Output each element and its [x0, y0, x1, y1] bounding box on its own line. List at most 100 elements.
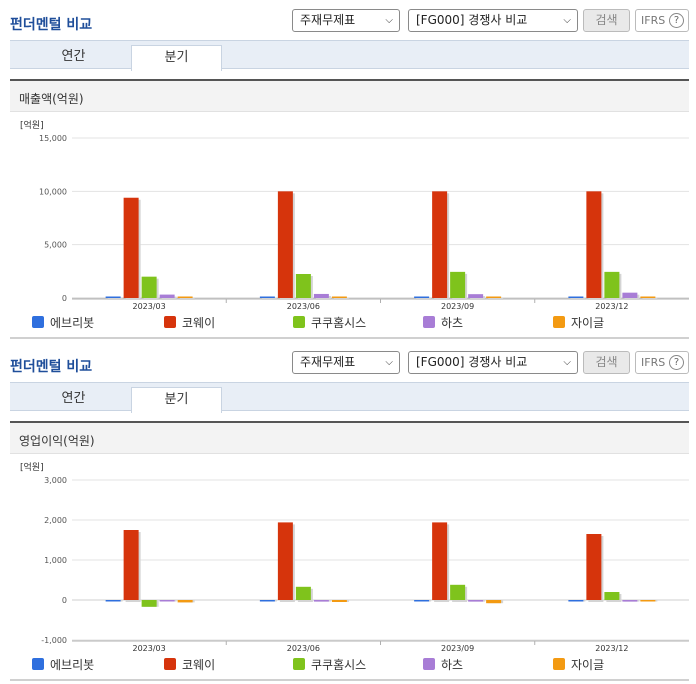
tab-quarterly[interactable]: 분기 — [131, 45, 222, 71]
ifrs-help-button[interactable]: IFRS ? — [635, 9, 689, 32]
tab-quarterly[interactable]: 분기 — [131, 387, 222, 413]
bar-에브리봇[interactable] — [105, 296, 121, 299]
y-tick-label: 0 — [62, 294, 67, 303]
bar-코웨이[interactable] — [586, 534, 602, 600]
page-title: 펀더멘털 비교 — [10, 17, 93, 33]
bar-에브리봇[interactable] — [259, 296, 275, 299]
legend-item[interactable]: 코웨이 — [164, 315, 215, 331]
y-tick-label: -1,000 — [41, 636, 67, 645]
bar-하츠[interactable] — [159, 600, 175, 602]
bar-에브리봇[interactable] — [259, 600, 275, 602]
x-tick-label: 2023/03 — [133, 644, 166, 653]
legend-swatch — [164, 316, 176, 328]
bar-자이글[interactable] — [331, 296, 347, 299]
bar-코웨이[interactable] — [277, 522, 293, 600]
chart-panel-header: 영업이익(억원) — [10, 423, 689, 454]
legend-label: 에브리봇 — [50, 316, 95, 330]
chart-panel-header: 매출액(억원) — [10, 81, 689, 112]
bar-자이글[interactable] — [486, 296, 502, 299]
bar-자이글[interactable] — [486, 600, 502, 604]
bar-자이글[interactable] — [640, 600, 656, 602]
bar-자이글[interactable] — [331, 600, 347, 602]
legend-label: 코웨이 — [182, 316, 216, 330]
period-tabs: 연간 분기 — [10, 40, 689, 71]
statement-select[interactable]: 주재무제표 ⌵ — [292, 351, 400, 374]
legend-label: 자이글 — [571, 658, 605, 672]
bar-하츠[interactable] — [468, 600, 484, 602]
bar-하츠[interactable] — [622, 292, 638, 298]
legend-item[interactable]: 자이글 — [553, 315, 604, 331]
legend-item[interactable]: 에브리봇 — [32, 315, 94, 331]
bar-쿠쿠홈시스[interactable] — [450, 271, 466, 298]
compare-select-value: [FG000] 경쟁사 비교 — [416, 13, 528, 27]
bar-쿠쿠홈시스[interactable] — [604, 271, 620, 298]
chart-panel: 영업이익(억원) [억원] 3,000 2,000 1,000 0 -1,000 2023/… — [10, 421, 689, 681]
bar-코웨이[interactable] — [586, 191, 602, 298]
x-tick-label: 2023/09 — [441, 302, 474, 311]
statement-select[interactable]: 주재무제표 ⌵ — [292, 9, 400, 32]
bar-shadow — [107, 298, 123, 300]
legend-swatch — [293, 316, 305, 328]
legend-item[interactable]: 하츠 — [423, 315, 463, 331]
bar-쿠쿠홈시스[interactable] — [450, 584, 466, 600]
legend-item[interactable]: 에브리봇 — [32, 657, 94, 673]
bar-쿠쿠홈시스[interactable] — [141, 600, 157, 607]
legend-item[interactable]: 코웨이 — [164, 657, 215, 673]
bar-코웨이[interactable] — [123, 530, 139, 600]
legend-label: 쿠쿠홈시스 — [311, 316, 367, 330]
legend-swatch — [423, 658, 435, 670]
section-header: 펀더멘털 비교 주재무제표 ⌵ [FG000] 경쟁사 비교 ⌵ 검색 IFRS… — [0, 342, 696, 382]
bar-코웨이[interactable] — [432, 522, 448, 600]
compare-select-value: [FG000] 경쟁사 비교 — [416, 355, 528, 369]
bar-에브리봇[interactable] — [105, 600, 121, 602]
statement-select-value: 주재무제표 — [300, 13, 356, 27]
bar-자이글[interactable] — [640, 296, 656, 299]
bar-하츠[interactable] — [313, 293, 329, 298]
legend-label: 자이글 — [571, 316, 605, 330]
legend-item[interactable]: 자이글 — [553, 657, 604, 673]
legend-swatch — [553, 316, 565, 328]
bar-에브리봇[interactable] — [568, 600, 584, 602]
bar-자이글[interactable] — [177, 600, 193, 603]
compare-select[interactable]: [FG000] 경쟁사 비교 ⌵ — [408, 9, 578, 32]
legend-item[interactable]: 쿠쿠홈시스 — [293, 657, 366, 673]
legend-swatch — [164, 658, 176, 670]
bar-코웨이[interactable] — [123, 197, 139, 298]
bar-에브리봇[interactable] — [568, 296, 584, 299]
legend-label: 하츠 — [441, 316, 464, 330]
y-tick-label: 10,000 — [39, 187, 67, 196]
bar-코웨이[interactable] — [432, 191, 448, 298]
search-button[interactable]: 검색 — [583, 351, 630, 374]
compare-select[interactable]: [FG000] 경쟁사 비교 ⌵ — [408, 351, 578, 374]
bar-쿠쿠홈시스[interactable] — [141, 276, 157, 298]
help-icon: ? — [669, 13, 684, 28]
bar-코웨이[interactable] — [277, 191, 293, 298]
bar-에브리봇[interactable] — [414, 600, 430, 602]
legend-swatch — [293, 658, 305, 670]
y-tick-label: 1,000 — [44, 556, 67, 565]
legend-label: 에브리봇 — [50, 658, 95, 672]
bar-에브리봇[interactable] — [414, 296, 430, 299]
bar-shadow — [261, 298, 277, 300]
legend-item[interactable]: 하츠 — [423, 657, 463, 673]
bar-하츠[interactable] — [313, 600, 329, 602]
bar-하츠[interactable] — [622, 600, 638, 602]
bar-자이글[interactable] — [177, 296, 193, 299]
bar-쿠쿠홈시스[interactable] — [604, 592, 620, 600]
chart-panel: 매출액(억원) [억원] 15,000 10,000 5,000 0 2023/03 202… — [10, 79, 689, 339]
legend-swatch — [553, 658, 565, 670]
legend-item[interactable]: 쿠쿠홈시스 — [293, 315, 366, 331]
bar-shadow — [416, 298, 432, 300]
ifrs-help-button[interactable]: IFRS ? — [635, 351, 689, 374]
chevron-down-icon: ⌵ — [385, 357, 393, 368]
bar-하츠[interactable] — [159, 294, 175, 298]
bar-쿠쿠홈시스[interactable] — [295, 274, 311, 298]
tab-annual[interactable]: 연간 — [61, 49, 86, 64]
bar-하츠[interactable] — [468, 294, 484, 298]
search-button[interactable]: 검색 — [583, 9, 630, 32]
tab-annual[interactable]: 연간 — [61, 391, 86, 406]
bar-쿠쿠홈시스[interactable] — [295, 586, 311, 600]
chart-legend: 에브리봇 코웨이 쿠쿠홈시스 하츠 자이글 — [10, 315, 689, 335]
bar-shadow — [488, 298, 504, 300]
chart-title: 영업이익(억원) — [19, 434, 95, 448]
